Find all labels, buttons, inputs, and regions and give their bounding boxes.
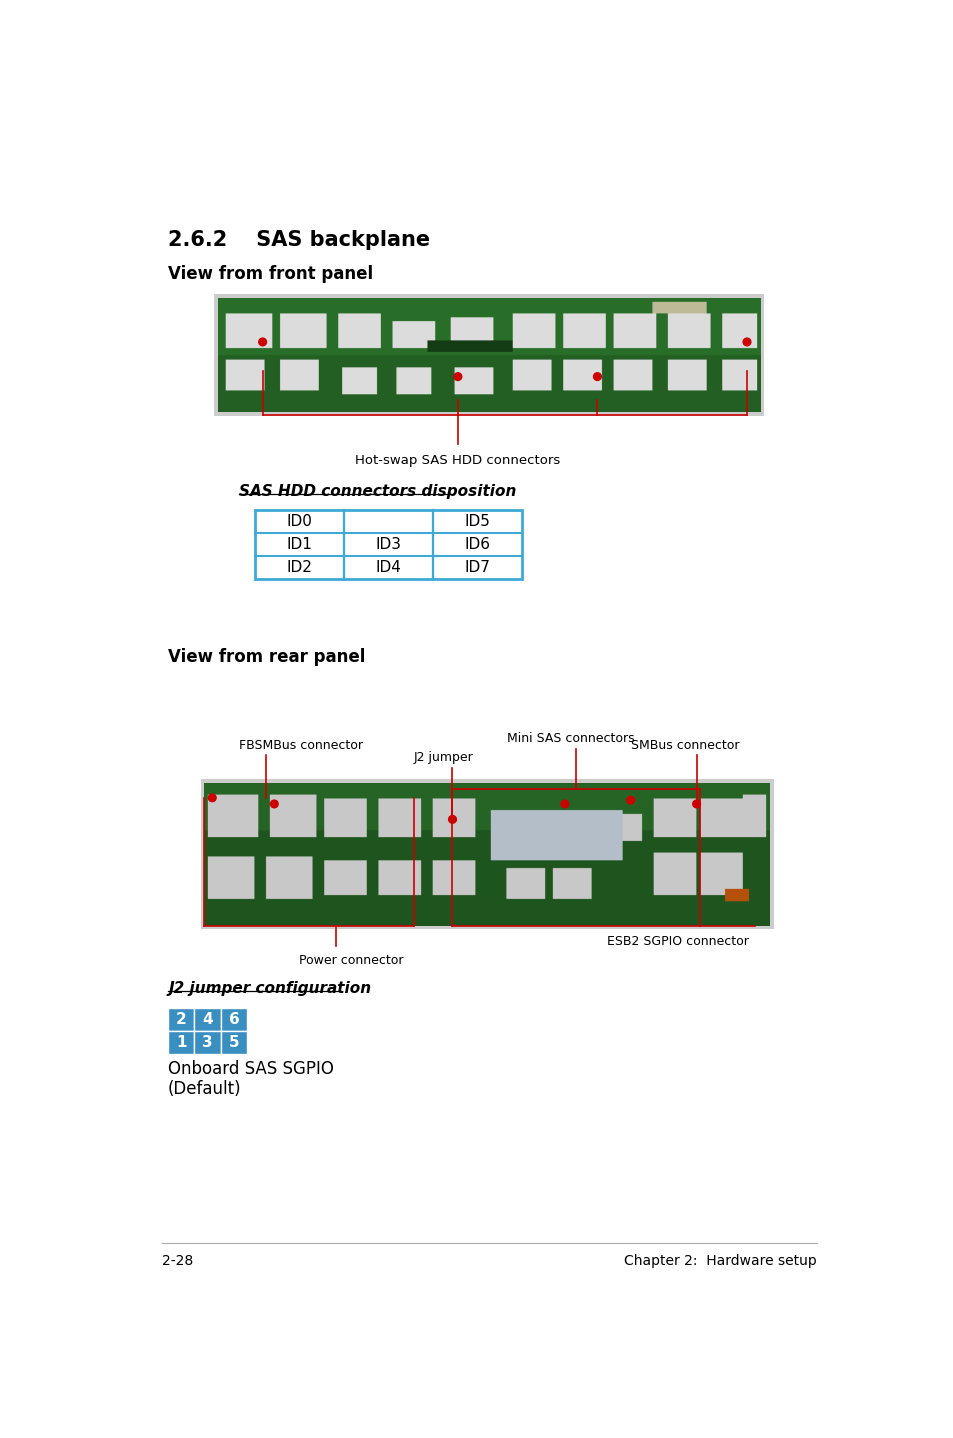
Text: Onboard SAS SGPIO: Onboard SAS SGPIO [168,1060,334,1077]
Text: ID3: ID3 [375,536,401,552]
Bar [254,510,521,580]
Text: Hot-swap SAS HDD connectors: Hot-swap SAS HDD connectors [355,453,560,466]
Circle shape [208,794,216,801]
Bar [194,1031,220,1054]
Bar [220,1008,247,1031]
Text: ESB2 SGPIO connector: ESB2 SGPIO connector [607,935,749,948]
Text: 4: 4 [202,1012,213,1027]
Circle shape [454,372,461,381]
Bar [220,1031,247,1054]
Text: SAS HDD connectors disposition: SAS HDD connectors disposition [239,485,517,499]
Text: Power connector: Power connector [298,953,403,968]
Circle shape [593,372,600,381]
Text: 5: 5 [229,1035,239,1050]
Text: ID2: ID2 [286,559,312,575]
Circle shape [560,800,568,808]
Text: Chapter 2:  Hardware setup: Chapter 2: Hardware setup [623,1254,816,1268]
Circle shape [742,338,750,345]
Text: 3: 3 [202,1035,213,1050]
Circle shape [270,800,278,808]
Bar [194,1008,220,1031]
Circle shape [258,338,266,345]
Text: 2-28: 2-28 [162,1254,193,1268]
Circle shape [692,800,700,808]
Bar [200,779,773,929]
Text: View from rear panel: View from rear panel [168,649,365,666]
Text: ID1: ID1 [286,536,312,552]
Text: 2.6.2    SAS backplane: 2.6.2 SAS backplane [168,230,430,250]
Text: FBSMBus connector: FBSMBus connector [239,739,363,752]
Text: J2 jumper configuration: J2 jumper configuration [168,981,371,997]
Bar [168,1008,194,1031]
Text: Mini SAS connectors: Mini SAS connectors [506,732,634,745]
Text: ID0: ID0 [286,513,312,529]
Bar [168,1031,194,1054]
Text: ID4: ID4 [375,559,401,575]
Text: SMBus connector: SMBus connector [630,739,739,752]
Bar [213,295,763,416]
Text: ID7: ID7 [464,559,490,575]
Text: View from front panel: View from front panel [168,265,373,283]
Circle shape [626,797,634,804]
Text: 6: 6 [229,1012,239,1027]
Text: 1: 1 [175,1035,186,1050]
Text: ID6: ID6 [464,536,490,552]
Text: J2 jumper: J2 jumper [414,751,473,764]
Text: (Default): (Default) [168,1080,241,1097]
Text: 2: 2 [175,1012,187,1027]
Circle shape [448,815,456,823]
Text: ID5: ID5 [464,513,490,529]
